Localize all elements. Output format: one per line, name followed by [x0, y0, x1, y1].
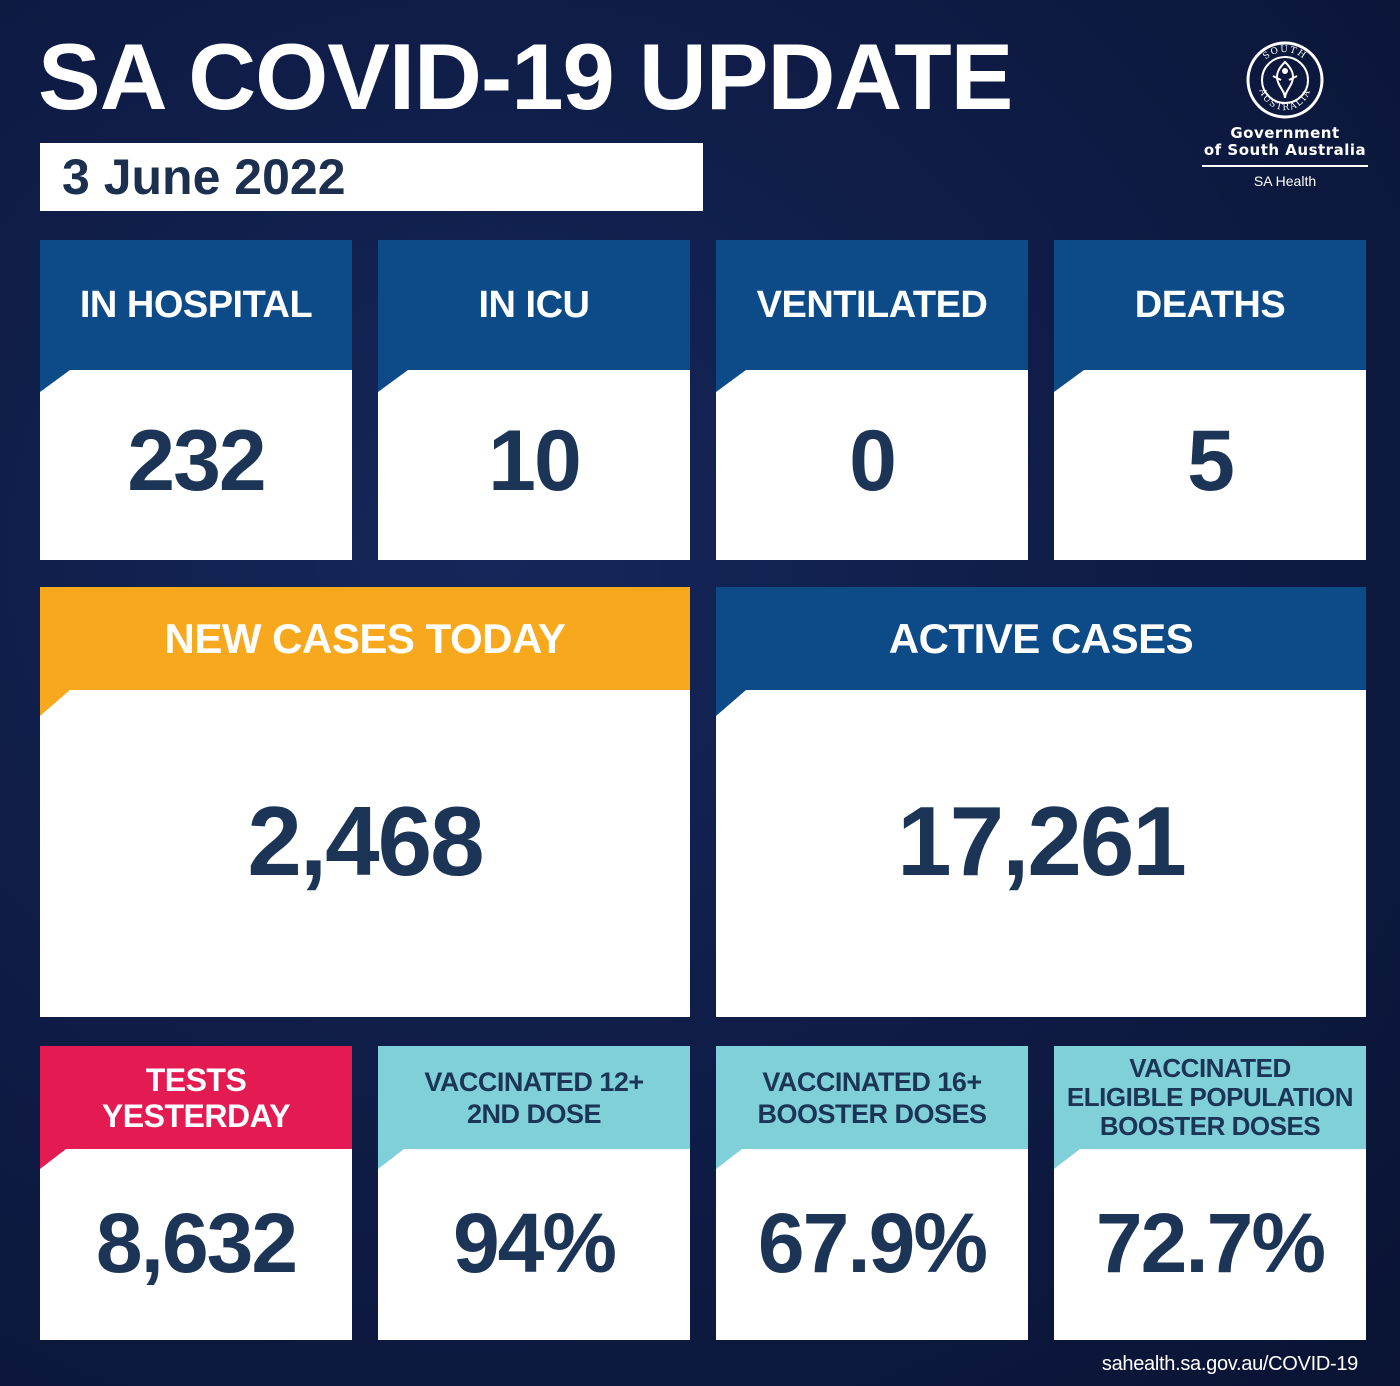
- footer-url[interactable]: sahealth.sa.gov.au/COVID-19: [1101, 1353, 1358, 1375]
- department-name: SA Health: [1253, 173, 1317, 189]
- card-header: IN ICU: [378, 240, 690, 370]
- card-value: 94%: [452, 1196, 617, 1290]
- date-banner: 3 June 2022: [40, 143, 703, 211]
- card-label-line-2: ELIGIBLE POPULATION: [1066, 1082, 1354, 1112]
- fold-decoration: [716, 1149, 742, 1169]
- card-value: 17,261: [897, 786, 1187, 896]
- card-value: 72.7%: [1095, 1196, 1326, 1290]
- card-header: VACCINATED 12+ 2ND DOSE: [378, 1046, 690, 1149]
- government-line-1: Government: [1230, 124, 1340, 142]
- stat-card-vaccinated-16-plus: VACCINATED 16+ BOOSTER DOSES 67.9%: [716, 1046, 1028, 1340]
- fold-decoration: [378, 1149, 404, 1169]
- fold-decoration: [40, 1149, 66, 1169]
- stat-card-ventilated: VENTILATED 0: [716, 240, 1028, 560]
- fold-decoration: [40, 690, 70, 716]
- card-label-line-3: BOOSTER DOSES: [1099, 1111, 1321, 1141]
- stat-card-vaccinated-12-plus: VACCINATED 12+ 2ND DOSE 94%: [378, 1046, 690, 1340]
- fold-decoration: [716, 370, 746, 392]
- card-value: 10: [488, 413, 582, 509]
- card-label: VENTILATED: [756, 283, 988, 326]
- card-header: ACTIVE CASES: [716, 587, 1366, 690]
- fold-decoration: [716, 690, 746, 716]
- card-label: IN HOSPITAL: [79, 283, 313, 326]
- card-value: 232: [127, 413, 267, 509]
- stat-card-tests-yesterday: TESTS YESTERDAY 8,632: [40, 1046, 352, 1340]
- card-label-line-1: TESTS: [145, 1061, 247, 1098]
- fold-decoration: [1054, 370, 1084, 392]
- stat-card-deaths: DEATHS 5: [1054, 240, 1366, 560]
- stat-card-new-cases: NEW CASES TODAY 2,468: [40, 587, 690, 1017]
- logo-divider: [1202, 165, 1368, 167]
- card-label: IN ICU: [478, 283, 591, 326]
- fold-decoration: [40, 370, 70, 392]
- card-label-line-2: 2ND DOSE: [466, 1098, 602, 1129]
- card-value: 2,468: [247, 786, 484, 896]
- card-label: DEATHS: [1134, 283, 1286, 326]
- card-header: DEATHS: [1054, 240, 1366, 370]
- card-value: 0: [849, 413, 897, 509]
- card-header: VACCINATED ELIGIBLE POPULATION BOOSTER D…: [1054, 1046, 1366, 1149]
- page-title: SA COVID-19 UPDATE: [38, 24, 1013, 129]
- card-label: ACTIVE CASES: [888, 614, 1194, 662]
- date-text: 3 June 2022: [62, 149, 346, 205]
- card-label-line-1: VACCINATED 12+: [424, 1066, 644, 1097]
- card-label: NEW CASES TODAY: [164, 614, 566, 662]
- stat-card-in-hospital: IN HOSPITAL 232: [40, 240, 352, 560]
- government-line-2: of South Australia: [1203, 141, 1367, 159]
- card-header: NEW CASES TODAY: [40, 587, 690, 690]
- government-logo: SOUTH AUSTRALIA Government of South Aust…: [1200, 40, 1370, 205]
- card-label-line-2: BOOSTER DOSES: [757, 1098, 987, 1129]
- south-australia-seal-icon: SOUTH AUSTRALIA: [1246, 41, 1324, 119]
- card-header: IN HOSPITAL: [40, 240, 352, 370]
- card-header: TESTS YESTERDAY: [40, 1046, 352, 1149]
- stat-card-active-cases: ACTIVE CASES 17,261: [716, 587, 1366, 1017]
- card-value: 67.9%: [757, 1196, 988, 1290]
- fold-decoration: [378, 370, 408, 392]
- card-value: 8,632: [95, 1196, 298, 1290]
- stat-card-eligible-population-booster: VACCINATED ELIGIBLE POPULATION BOOSTER D…: [1054, 1046, 1366, 1340]
- card-header: VACCINATED 16+ BOOSTER DOSES: [716, 1046, 1028, 1149]
- fold-decoration: [1054, 1149, 1080, 1169]
- card-label-line-1: VACCINATED 16+: [762, 1066, 982, 1097]
- stat-card-in-icu: IN ICU 10: [378, 240, 690, 560]
- card-label-line-2: YESTERDAY: [101, 1097, 291, 1134]
- card-label-line-1: VACCINATED: [1129, 1053, 1291, 1083]
- card-header: VENTILATED: [716, 240, 1028, 370]
- card-value: 5: [1187, 413, 1235, 509]
